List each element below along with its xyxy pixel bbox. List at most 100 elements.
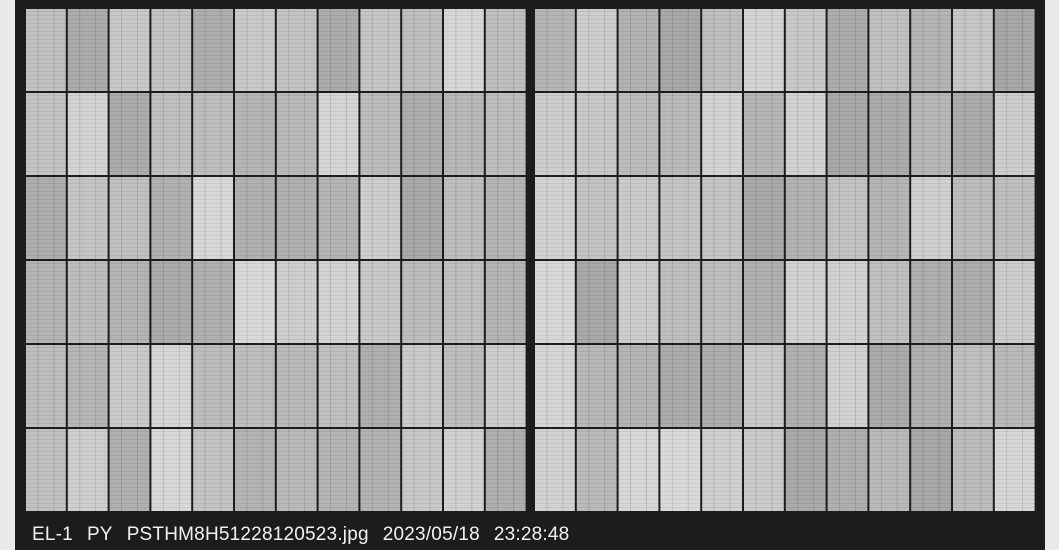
cell-fingers <box>277 345 317 427</box>
cell-fingers <box>444 177 484 259</box>
cell-fingers <box>869 9 909 91</box>
cell-fingers <box>869 177 909 259</box>
cell-fingers <box>68 429 108 511</box>
cell-fingers <box>193 177 233 259</box>
cell-fingers <box>277 93 317 175</box>
cell-fingers <box>486 261 526 343</box>
cell-fingers <box>486 177 526 259</box>
cell-fingers <box>869 429 909 511</box>
cell-fingers <box>151 177 191 259</box>
cell-fingers <box>995 345 1035 427</box>
cell-fingers <box>235 9 275 91</box>
cell-fingers <box>995 429 1035 511</box>
cell-fingers <box>619 429 659 511</box>
cell-fingers <box>486 9 526 91</box>
cell-fingers <box>911 9 951 91</box>
cell-fingers <box>319 261 359 343</box>
cell-fingers <box>360 261 400 343</box>
cell-fingers <box>619 261 659 343</box>
cell-fingers <box>535 9 575 91</box>
cell-fingers <box>444 9 484 91</box>
cell-fingers <box>110 177 150 259</box>
cell-fingers <box>486 345 526 427</box>
cell-fingers <box>744 9 784 91</box>
date: 2023/05/18 <box>383 524 480 545</box>
cell-fingers <box>744 345 784 427</box>
cell-fingers <box>319 9 359 91</box>
cell-fingers <box>402 177 442 259</box>
cell-fingers <box>577 261 617 343</box>
cell-fingers <box>26 177 66 259</box>
cell-fingers <box>110 429 150 511</box>
cell-fingers <box>110 93 150 175</box>
cell-fingers <box>110 261 150 343</box>
cell-fingers <box>828 261 868 343</box>
cell-fingers <box>360 345 400 427</box>
cell-fingers <box>444 261 484 343</box>
cell-fingers <box>110 345 150 427</box>
cell-fingers <box>193 261 233 343</box>
cell-fingers <box>953 9 993 91</box>
cell-fingers <box>235 177 275 259</box>
cell-fingers <box>577 177 617 259</box>
cell-fingers <box>444 429 484 511</box>
cell-fingers <box>193 93 233 175</box>
cell-fingers <box>402 345 442 427</box>
cell-fingers <box>193 9 233 91</box>
cell-fingers <box>911 177 951 259</box>
cell-fingers <box>702 177 742 259</box>
tag: PY <box>87 524 113 545</box>
cell-fingers <box>619 345 659 427</box>
cell-fingers <box>360 429 400 511</box>
cell-fingers <box>360 177 400 259</box>
cell-fingers <box>786 429 826 511</box>
cell-fingers <box>26 93 66 175</box>
cell-fingers <box>68 177 108 259</box>
cell-fingers <box>68 345 108 427</box>
cell-fingers <box>828 9 868 91</box>
solar-panel <box>0 0 1059 520</box>
cell-fingers <box>535 93 575 175</box>
station: EL-1 <box>32 524 73 545</box>
cell-fingers <box>744 429 784 511</box>
page: EL-1PYPSTHM8H51228120523.jpg2023/05/1823… <box>0 0 1059 550</box>
cell-fingers <box>151 345 191 427</box>
cell-fingers <box>953 261 993 343</box>
cell-fingers <box>319 177 359 259</box>
cell-fingers <box>869 345 909 427</box>
cell-fingers <box>535 345 575 427</box>
cell-fingers <box>110 9 150 91</box>
cell-fingers <box>235 93 275 175</box>
cell-fingers <box>828 93 868 175</box>
cell-fingers <box>535 261 575 343</box>
cell-fingers <box>444 93 484 175</box>
cell-fingers <box>235 345 275 427</box>
cell-fingers <box>786 93 826 175</box>
cell-fingers <box>193 345 233 427</box>
cell-fingers <box>26 345 66 427</box>
cell-fingers <box>277 261 317 343</box>
cell-fingers <box>660 261 700 343</box>
cell-fingers <box>68 9 108 91</box>
cell-fingers <box>869 261 909 343</box>
cell-fingers <box>151 93 191 175</box>
cell-fingers <box>660 429 700 511</box>
cell-fingers <box>277 429 317 511</box>
cell-fingers <box>995 177 1035 259</box>
cell-fingers <box>577 429 617 511</box>
cell-fingers <box>953 429 993 511</box>
cell-fingers <box>277 9 317 91</box>
cell-fingers <box>828 429 868 511</box>
cell-fingers <box>744 93 784 175</box>
cell-fingers <box>68 261 108 343</box>
cell-fingers <box>619 177 659 259</box>
cell-fingers <box>402 93 442 175</box>
cell-fingers <box>911 93 951 175</box>
cell-fingers <box>360 93 400 175</box>
cell-fingers <box>235 429 275 511</box>
time: 23:28:48 <box>494 524 570 545</box>
cell-fingers <box>151 9 191 91</box>
cell-fingers <box>786 177 826 259</box>
cell-fingers <box>702 261 742 343</box>
